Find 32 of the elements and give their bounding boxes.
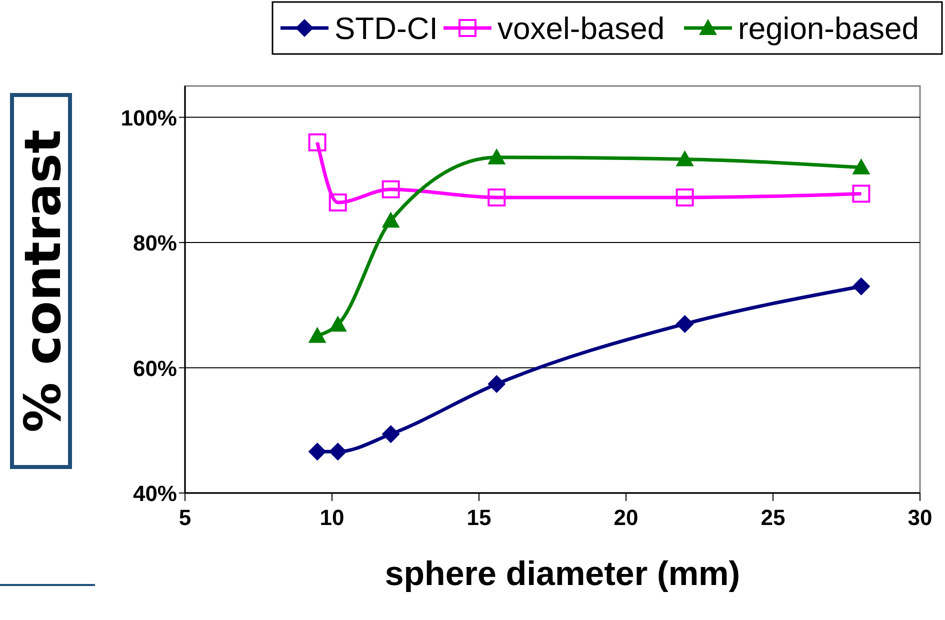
point bbox=[328, 442, 347, 461]
x-tick-label: 10 bbox=[320, 505, 344, 530]
point bbox=[382, 425, 400, 444]
point bbox=[676, 150, 694, 166]
x-axis-title: sphere diameter (mm) bbox=[384, 555, 740, 593]
legend-label: STD-CI bbox=[334, 11, 438, 46]
legend-label: region-based bbox=[738, 11, 919, 46]
point bbox=[328, 193, 347, 212]
y-tick-label: 80% bbox=[132, 230, 177, 256]
point bbox=[852, 158, 870, 174]
point bbox=[308, 442, 326, 461]
x-tick-label: 25 bbox=[760, 505, 786, 530]
y-tick-label: 100% bbox=[120, 105, 177, 130]
x-tick-label: 5 bbox=[178, 505, 192, 530]
legend-label: voxel-based bbox=[498, 11, 665, 46]
y-tick-label: 60% bbox=[132, 356, 177, 381]
point bbox=[852, 184, 870, 203]
point bbox=[852, 277, 870, 296]
point bbox=[676, 314, 694, 333]
point bbox=[676, 188, 694, 206]
point bbox=[382, 212, 400, 228]
point bbox=[382, 180, 400, 198]
point bbox=[308, 326, 326, 343]
point bbox=[488, 375, 506, 394]
x-tick-label: 20 bbox=[614, 505, 638, 530]
point bbox=[488, 148, 506, 164]
y-axis-title: % contrast bbox=[14, 129, 72, 433]
y-tick-label: 40% bbox=[132, 481, 177, 506]
x-tick-label: 15 bbox=[466, 505, 492, 530]
point bbox=[308, 133, 326, 152]
point bbox=[488, 188, 506, 206]
x-tick-label: 30 bbox=[908, 505, 932, 530]
